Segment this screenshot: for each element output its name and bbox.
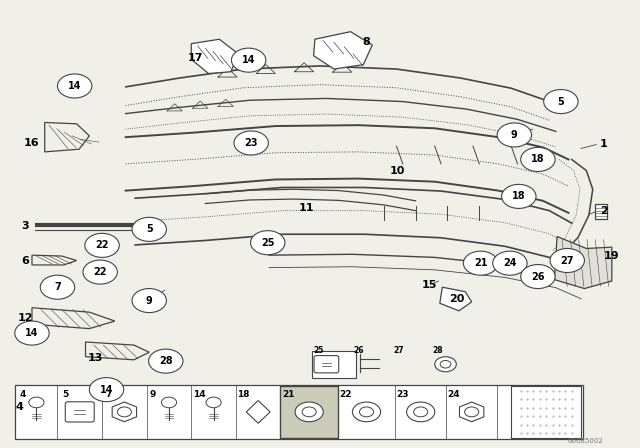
Polygon shape <box>112 402 136 422</box>
Polygon shape <box>191 39 239 73</box>
Polygon shape <box>314 32 372 69</box>
Circle shape <box>493 251 527 275</box>
Bar <box>312 351 356 378</box>
Text: 18: 18 <box>237 390 250 399</box>
Circle shape <box>435 357 456 372</box>
Text: 21: 21 <box>282 390 294 399</box>
Text: 10: 10 <box>390 167 405 177</box>
Circle shape <box>497 123 532 147</box>
Text: 19: 19 <box>604 251 620 261</box>
Text: 18: 18 <box>531 155 545 164</box>
FancyBboxPatch shape <box>314 356 339 373</box>
Text: 24: 24 <box>447 390 460 399</box>
Polygon shape <box>460 402 484 422</box>
Circle shape <box>521 264 555 289</box>
Circle shape <box>232 48 266 72</box>
Text: 4: 4 <box>15 402 23 413</box>
Text: 7: 7 <box>105 390 111 399</box>
Circle shape <box>295 402 323 422</box>
Text: 25: 25 <box>314 346 324 355</box>
Text: 1: 1 <box>600 139 607 149</box>
Circle shape <box>85 233 119 258</box>
Text: 7: 7 <box>54 282 61 292</box>
Text: 22: 22 <box>339 390 351 399</box>
Text: 12: 12 <box>18 314 33 323</box>
Text: 25: 25 <box>261 238 275 248</box>
Bar <box>595 204 607 219</box>
Text: 9: 9 <box>149 390 156 399</box>
Circle shape <box>250 231 285 255</box>
Text: 9: 9 <box>511 130 518 140</box>
Text: 23: 23 <box>396 390 409 399</box>
Text: 27: 27 <box>561 255 574 266</box>
Text: 5: 5 <box>557 97 564 107</box>
Text: 14: 14 <box>100 385 113 395</box>
Text: 18: 18 <box>512 191 525 202</box>
Text: 20: 20 <box>449 294 465 304</box>
Text: 00085002: 00085002 <box>568 439 604 444</box>
Text: 9: 9 <box>146 296 152 306</box>
Polygon shape <box>440 287 472 311</box>
Text: 3: 3 <box>22 221 29 231</box>
Text: 16: 16 <box>24 138 40 148</box>
Text: 14: 14 <box>68 81 81 91</box>
Text: 8: 8 <box>362 37 370 47</box>
Text: 17: 17 <box>188 53 204 63</box>
Bar <box>511 386 581 438</box>
Polygon shape <box>554 237 612 289</box>
Text: 27: 27 <box>394 346 404 355</box>
Bar <box>15 385 582 439</box>
Text: 26: 26 <box>354 346 364 355</box>
Circle shape <box>132 289 166 313</box>
Circle shape <box>15 321 49 345</box>
Text: 22: 22 <box>95 241 109 250</box>
Circle shape <box>83 260 117 284</box>
Text: 5: 5 <box>62 390 68 399</box>
Circle shape <box>353 402 381 422</box>
Circle shape <box>58 74 92 98</box>
Circle shape <box>521 147 555 172</box>
Bar <box>280 386 338 438</box>
Text: 23: 23 <box>244 138 258 148</box>
Text: 14: 14 <box>193 390 205 399</box>
Circle shape <box>502 185 536 208</box>
Text: 4: 4 <box>19 390 26 399</box>
FancyBboxPatch shape <box>65 402 94 422</box>
Text: 21: 21 <box>474 258 487 268</box>
Circle shape <box>148 349 183 373</box>
Circle shape <box>90 378 124 402</box>
Text: 24: 24 <box>503 258 516 268</box>
Circle shape <box>543 90 578 114</box>
Circle shape <box>463 251 498 275</box>
Text: 28: 28 <box>159 356 173 366</box>
Circle shape <box>40 275 75 299</box>
Circle shape <box>550 249 584 272</box>
Text: 28: 28 <box>433 346 444 355</box>
Text: 26: 26 <box>531 271 545 281</box>
Text: 13: 13 <box>88 353 104 363</box>
Text: 6: 6 <box>22 255 29 266</box>
Text: 11: 11 <box>298 203 314 213</box>
Text: 14: 14 <box>242 55 255 65</box>
Circle shape <box>234 131 268 155</box>
Circle shape <box>132 217 166 241</box>
Text: 14: 14 <box>25 328 39 338</box>
Text: 15: 15 <box>422 280 437 290</box>
Circle shape <box>406 402 435 422</box>
Text: 5: 5 <box>146 224 152 234</box>
Text: 22: 22 <box>93 267 107 277</box>
Text: 2: 2 <box>600 206 607 215</box>
Polygon shape <box>246 401 270 423</box>
